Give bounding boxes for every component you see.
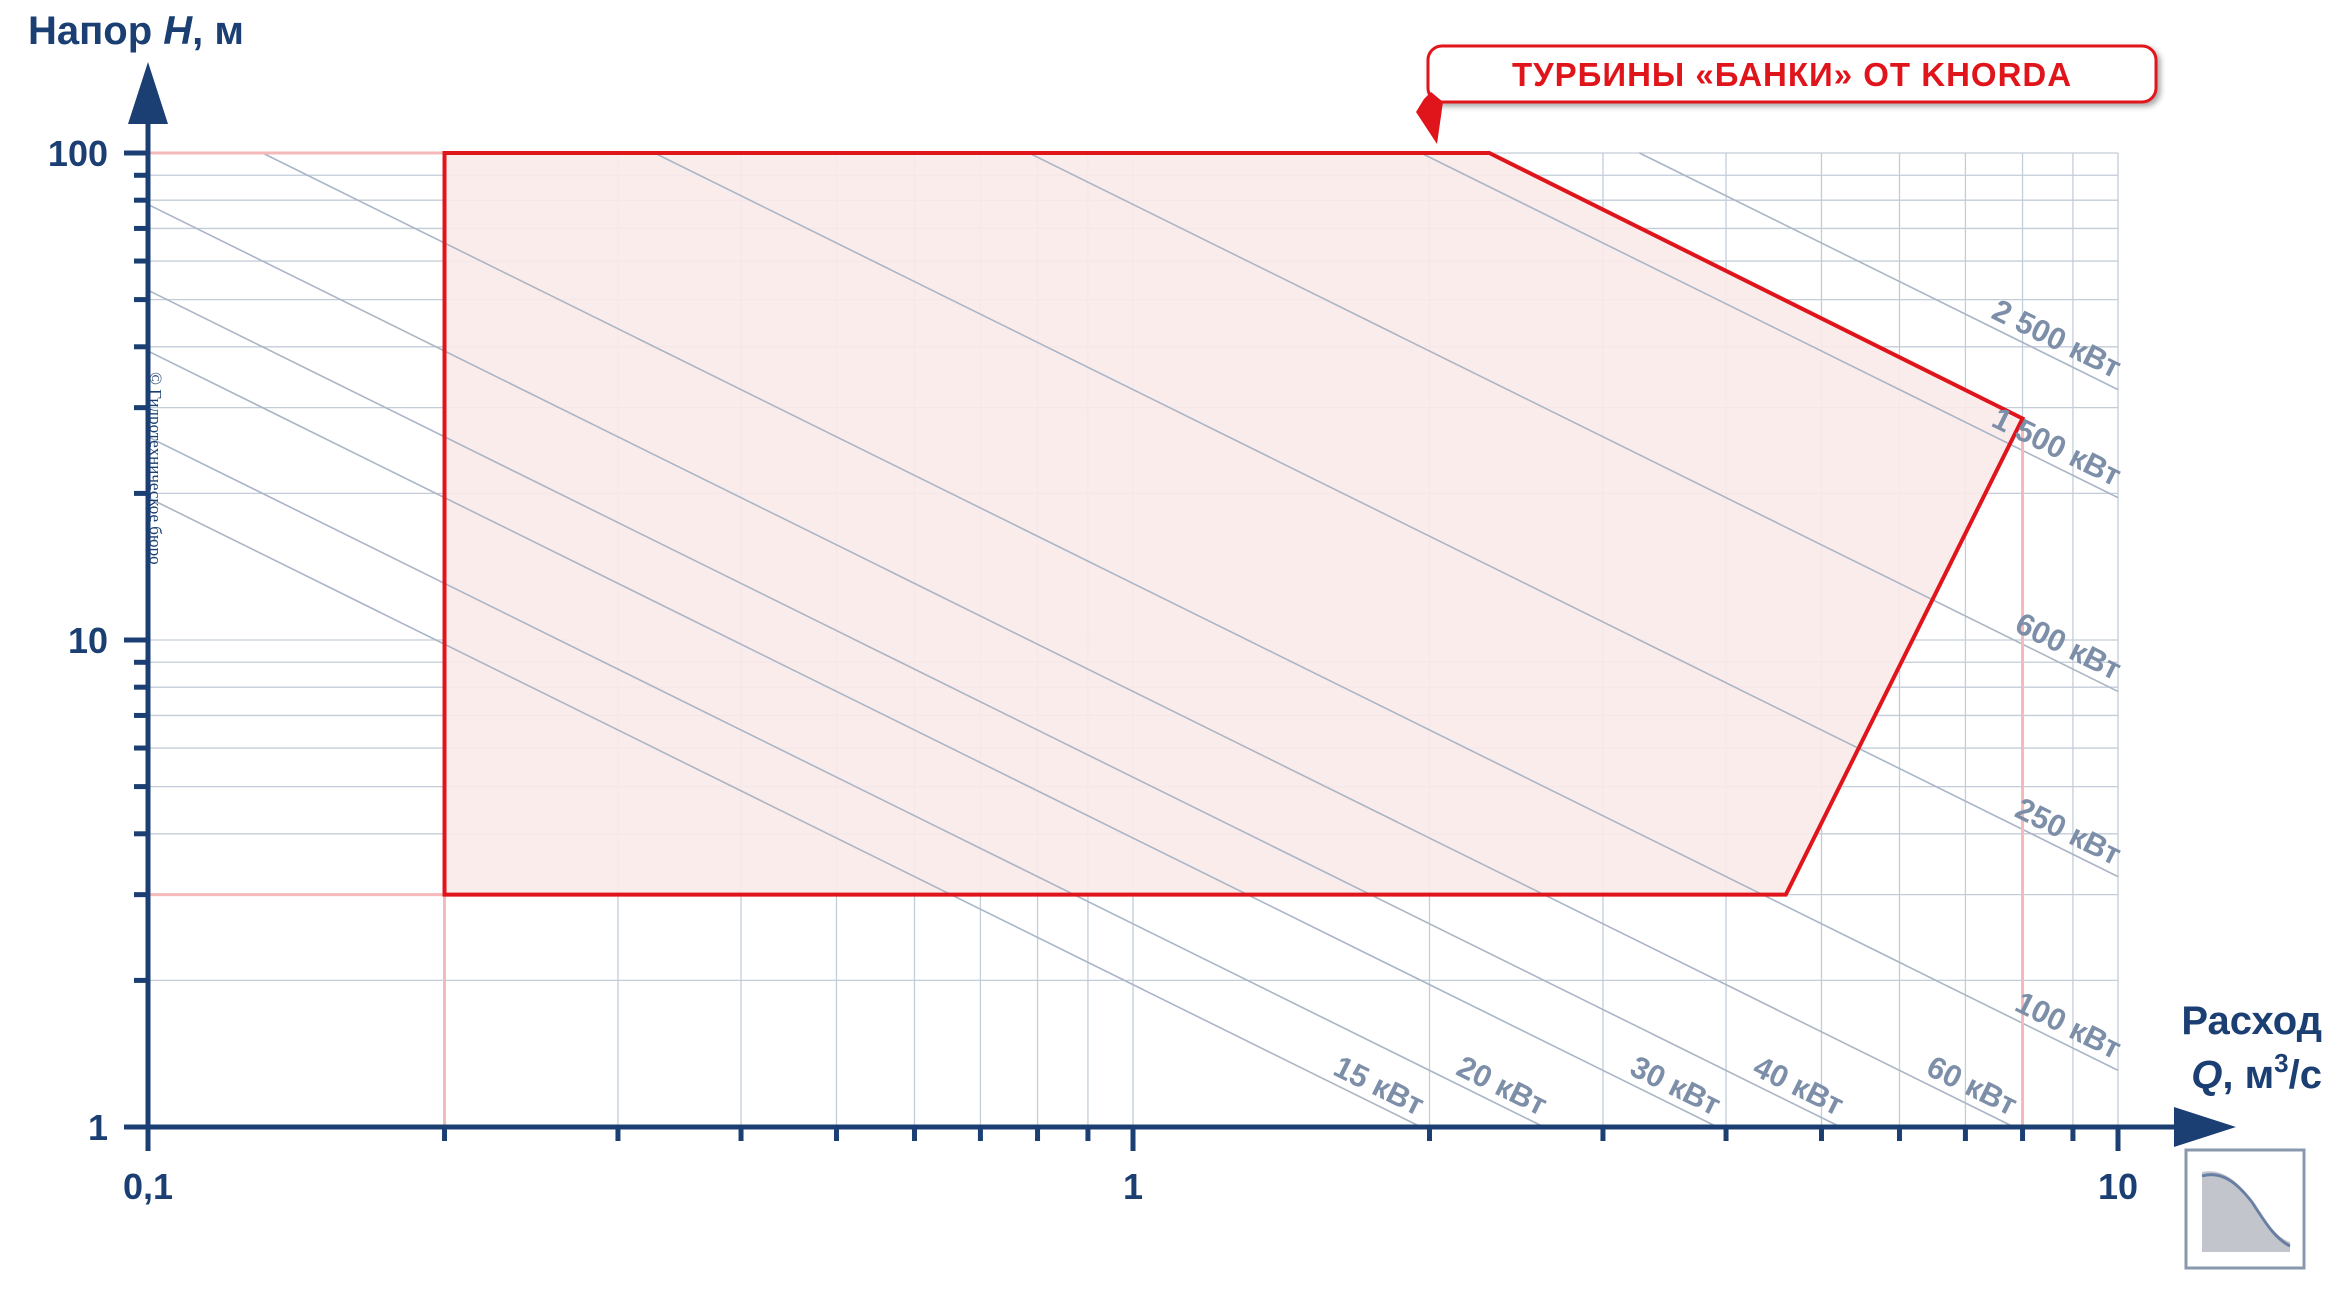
axes <box>124 62 2236 1151</box>
power-line <box>654 152 2119 878</box>
power-line <box>1028 152 2119 693</box>
power-line <box>147 289 1841 1128</box>
copyright-watermark: © Гидротехническое бюро <box>146 372 165 565</box>
power-line <box>147 350 1718 1128</box>
y-tick-label: 100 <box>48 133 108 174</box>
y-axis-title: Напор H, м <box>28 9 244 53</box>
tick-labels: 1 10 100 0,1 1 10 <box>48 133 2138 1207</box>
power-line-label: 15 кВт <box>1328 1049 1429 1123</box>
region-fill-layer <box>444 153 2023 895</box>
power-line <box>1420 152 2119 499</box>
y-tick-label: 1 <box>88 1107 108 1148</box>
region-outline-layer <box>442 151 2026 897</box>
callout-text: ТУРБИНЫ «БАНКИ» ОТ KHORDA <box>1512 56 2072 93</box>
power-line <box>147 496 1422 1128</box>
x-tick-label: 0,1 <box>123 1166 173 1207</box>
power-line <box>262 152 2119 1072</box>
y-axis-arrow <box>128 62 168 124</box>
power-line <box>147 203 2015 1128</box>
power-line-label: 20 кВт <box>1451 1049 1552 1123</box>
region-guides <box>148 151 2025 1127</box>
x-axis-arrow <box>2174 1107 2236 1147</box>
operating-region-outline <box>442 151 2026 897</box>
power-line-label: 2 500 кВт <box>1987 292 2127 385</box>
callout-pointer <box>1416 92 1443 144</box>
y-tick-label: 10 <box>68 620 108 661</box>
x-tick-label: 10 <box>2098 1166 2138 1207</box>
x-tick-label: 1 <box>1123 1166 1143 1207</box>
callout-box <box>1426 44 2158 104</box>
power-line-label: 30 кВт <box>1625 1049 1726 1123</box>
power-line-label: 40 кВт <box>1748 1049 1849 1123</box>
power-line-label: 60 кВт <box>1921 1049 2022 1123</box>
turbine-curve-icon <box>2184 1148 2306 1270</box>
region-callout: ТУРБИНЫ «БАНКИ» ОТ KHORDA <box>1416 44 2158 144</box>
power-line <box>1639 152 2119 391</box>
power-line <box>147 436 1545 1128</box>
operating-region-fill <box>444 153 2023 895</box>
x-axis-title-line2: Q, м3/с <box>2191 1048 2322 1097</box>
power-lines <box>147 152 2119 1128</box>
x-axis-title-line1: Расход <box>2181 999 2322 1043</box>
